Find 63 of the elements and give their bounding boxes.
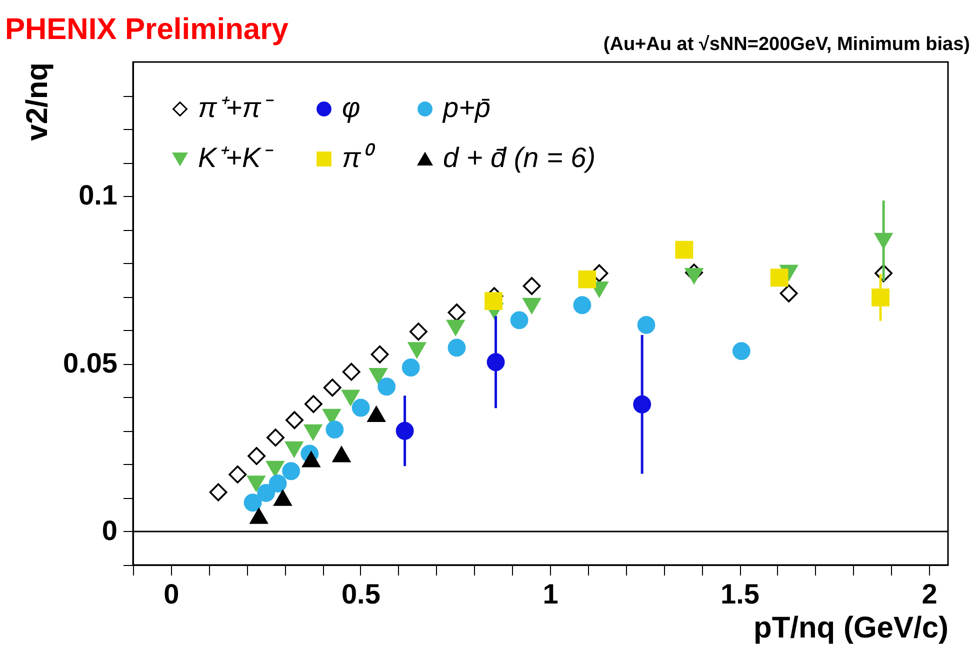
point: [446, 320, 465, 336]
y-tick-label: 0.1: [78, 180, 118, 211]
legend-label: d + d̄ (n = 6): [443, 142, 596, 173]
point: [247, 476, 266, 492]
point: [573, 296, 592, 314]
point: [304, 424, 322, 440]
point: [209, 483, 228, 502]
point: [402, 358, 420, 376]
point: [332, 446, 350, 462]
x-tick-label: 1: [542, 578, 558, 610]
point: [370, 345, 389, 364]
point: [408, 342, 426, 358]
x-tick-label: 1.5: [720, 578, 760, 610]
point: [266, 428, 284, 447]
point: [732, 342, 750, 360]
point: [448, 304, 466, 322]
x-tick-label: 0.5: [341, 578, 380, 610]
point: [323, 378, 342, 397]
point: [522, 298, 541, 314]
point: [369, 368, 388, 384]
point: [250, 508, 268, 524]
y-tick-label: 0: [102, 514, 118, 546]
point: [378, 378, 396, 396]
point: [342, 362, 360, 381]
point: [510, 311, 528, 330]
x-axis-title: pT/nq (GeV/c): [754, 612, 948, 644]
point: [274, 490, 292, 506]
point: [266, 460, 284, 477]
point: [326, 420, 344, 438]
y-axis-title: v2/nq: [21, 62, 54, 141]
legend-label: K⁺+K⁻: [198, 142, 274, 173]
legend-label: φ: [342, 92, 360, 123]
point: [228, 466, 247, 484]
point: [285, 441, 304, 458]
point: [522, 277, 541, 295]
chart-subtitle: (Au+Au at √sNN=200GeV, Minimum bias): [603, 34, 970, 55]
point: [484, 292, 502, 310]
point: [257, 484, 276, 502]
point: [342, 390, 360, 406]
point: [244, 494, 262, 512]
point: [286, 411, 304, 430]
point: [304, 395, 322, 413]
legend-label: π⁰: [342, 142, 376, 173]
point: [367, 406, 386, 422]
chart-title: PHENIX Preliminary: [5, 13, 289, 46]
point: [770, 268, 788, 287]
legend-label: p+p̄: [442, 92, 490, 123]
point: [780, 284, 798, 302]
point: [352, 398, 370, 417]
point: [448, 338, 466, 357]
legend-label: π⁺+π⁻: [198, 92, 274, 123]
point: [685, 268, 703, 284]
point: [675, 240, 694, 259]
x-tick-label: 2: [922, 578, 938, 610]
point: [268, 474, 287, 492]
point: [248, 447, 266, 465]
point: [578, 270, 596, 288]
x-tick-label: 0: [164, 578, 180, 610]
y-tick-label: 0.05: [63, 347, 118, 378]
point: [409, 322, 428, 341]
point: [282, 462, 300, 480]
point: [637, 316, 656, 334]
point: [302, 451, 320, 468]
